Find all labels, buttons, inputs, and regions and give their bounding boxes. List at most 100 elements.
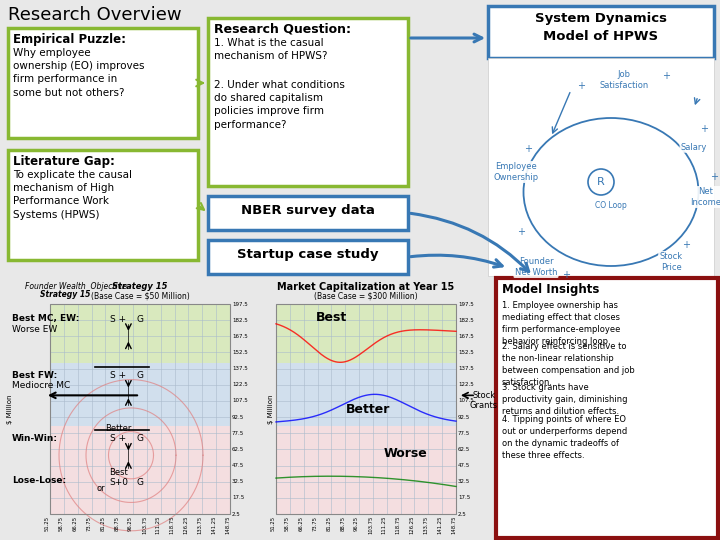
Text: Research Question:: Research Question: (214, 23, 351, 36)
Text: Stock
Grants: Stock Grants (470, 391, 498, 410)
Text: 92.5: 92.5 (458, 415, 470, 420)
Text: 17.5: 17.5 (232, 495, 244, 501)
Text: 182.5: 182.5 (232, 318, 248, 323)
Text: Better: Better (105, 424, 132, 433)
Text: +: + (562, 270, 570, 280)
Text: 51.25: 51.25 (271, 516, 276, 531)
Text: 137.5: 137.5 (458, 366, 474, 371)
Text: 141.25: 141.25 (211, 516, 216, 535)
Text: 66.25: 66.25 (73, 516, 78, 531)
Text: 126.25: 126.25 (410, 516, 415, 535)
Text: 197.5: 197.5 (458, 301, 474, 307)
Polygon shape (276, 363, 456, 426)
FancyBboxPatch shape (496, 278, 718, 538)
Text: 62.5: 62.5 (232, 447, 244, 452)
Text: 1. What is the casual
mechanism of HPWS?: 1. What is the casual mechanism of HPWS? (214, 38, 328, 61)
Text: 73.75: 73.75 (86, 516, 91, 531)
Text: 32.5: 32.5 (458, 479, 470, 484)
Text: 107.5: 107.5 (458, 399, 474, 403)
Polygon shape (276, 426, 456, 514)
Text: Market Capitalization at Year 15: Market Capitalization at Year 15 (277, 282, 454, 292)
Text: 81.25: 81.25 (326, 516, 331, 531)
Text: 58.75: 58.75 (285, 516, 290, 531)
Text: Job
Satisfaction: Job Satisfaction (599, 70, 649, 90)
Text: Founder Wealth  Objective: Founder Wealth Objective (25, 282, 127, 291)
Text: Win-Win:: Win-Win: (12, 434, 58, 443)
Text: CO Loop: CO Loop (595, 200, 627, 210)
Text: 47.5: 47.5 (458, 463, 470, 468)
Text: 58.75: 58.75 (59, 516, 64, 531)
Text: 111.25: 111.25 (382, 516, 387, 535)
Polygon shape (50, 426, 230, 514)
Text: 32.5: 32.5 (232, 479, 244, 484)
Text: Worse: Worse (384, 447, 428, 460)
Text: 126.25: 126.25 (184, 516, 189, 535)
Text: S+0: S+0 (109, 478, 128, 487)
Text: 4. Tipping points of where EO
out or underperforms depend
on the dynamic tradeof: 4. Tipping points of where EO out or und… (502, 415, 627, 461)
Text: Stock
Price: Stock Price (660, 252, 683, 272)
Text: Research Overview: Research Overview (8, 6, 181, 24)
Text: Lose-Lose:: Lose-Lose: (12, 476, 66, 485)
Text: 92.5: 92.5 (232, 415, 244, 420)
Text: NBER survey data: NBER survey data (241, 204, 375, 217)
Text: 107.5: 107.5 (232, 399, 248, 403)
Text: +: + (524, 144, 532, 154)
FancyBboxPatch shape (8, 150, 198, 260)
Text: S +: S + (110, 434, 127, 443)
Polygon shape (50, 363, 230, 426)
Text: 118.75: 118.75 (395, 516, 400, 535)
Text: 2. Under what conditions
do shared capitalism
policies improve firm
performance?: 2. Under what conditions do shared capit… (214, 80, 345, 130)
Text: $ Million: $ Million (7, 394, 13, 424)
Text: Better: Better (346, 403, 390, 416)
Text: 77.5: 77.5 (232, 431, 244, 436)
Text: Net
Income: Net Income (690, 187, 720, 207)
Text: G: G (137, 314, 144, 323)
Text: 152.5: 152.5 (232, 350, 248, 355)
Text: 88.75: 88.75 (341, 516, 345, 531)
Text: 167.5: 167.5 (458, 334, 474, 339)
Text: Strategy 15: Strategy 15 (40, 290, 91, 299)
Text: $ Million: $ Million (268, 394, 274, 424)
Text: +: + (662, 71, 670, 81)
Text: G: G (137, 478, 144, 487)
Text: 103.75: 103.75 (368, 516, 373, 535)
Text: To explicate the causal
mechanism of High
Performance Work
Systems (HPWS): To explicate the causal mechanism of Hig… (13, 170, 132, 220)
Text: 17.5: 17.5 (458, 495, 470, 501)
Text: Employee
Ownership: Employee Ownership (493, 163, 539, 181)
Text: 111.25: 111.25 (156, 516, 161, 535)
Text: (Base Case = $50 Million): (Base Case = $50 Million) (91, 291, 189, 300)
Text: Strategy 15: Strategy 15 (112, 282, 168, 291)
Text: 1. Employee ownership has
mediating effect that closes
firm performance-employee: 1. Employee ownership has mediating effe… (502, 301, 621, 347)
Text: Best: Best (316, 311, 347, 324)
Text: +: + (577, 81, 585, 91)
FancyBboxPatch shape (8, 28, 198, 138)
Text: (Base Case = $300 Million): (Base Case = $300 Million) (314, 292, 418, 301)
Text: 73.75: 73.75 (312, 516, 318, 531)
Text: Best FW:: Best FW: (12, 371, 58, 380)
Text: Mediocre MC: Mediocre MC (12, 381, 71, 390)
Text: Worse EW: Worse EW (12, 325, 58, 334)
Text: 197.5: 197.5 (232, 301, 248, 307)
Text: +: + (517, 227, 525, 237)
Text: 2. Salary effect is sensitive to
the non-linear relationship
between compensatio: 2. Salary effect is sensitive to the non… (502, 342, 635, 388)
Text: 96.25: 96.25 (354, 516, 359, 531)
Text: 3. Stock grants have
productivity gain, diminishing
returns and dilution effects: 3. Stock grants have productivity gain, … (502, 383, 628, 416)
FancyBboxPatch shape (208, 196, 408, 230)
Text: 47.5: 47.5 (232, 463, 244, 468)
Text: S +: S + (110, 371, 127, 380)
FancyBboxPatch shape (208, 18, 408, 186)
Text: +: + (710, 172, 718, 182)
Text: 148.75: 148.75 (225, 516, 230, 535)
Text: 66.25: 66.25 (299, 516, 304, 531)
FancyBboxPatch shape (488, 6, 714, 58)
Text: 152.5: 152.5 (458, 350, 474, 355)
Text: 81.25: 81.25 (100, 516, 105, 531)
Text: 2.5: 2.5 (232, 511, 240, 516)
Text: G: G (137, 371, 144, 380)
Text: Empirical Puzzle:: Empirical Puzzle: (13, 33, 126, 46)
Text: Founder
Net Worth: Founder Net Worth (515, 257, 557, 276)
Text: Best MC, EW:: Best MC, EW: (12, 314, 79, 323)
Text: Salary: Salary (681, 143, 707, 152)
FancyBboxPatch shape (488, 58, 714, 276)
Text: 137.5: 137.5 (232, 366, 248, 371)
